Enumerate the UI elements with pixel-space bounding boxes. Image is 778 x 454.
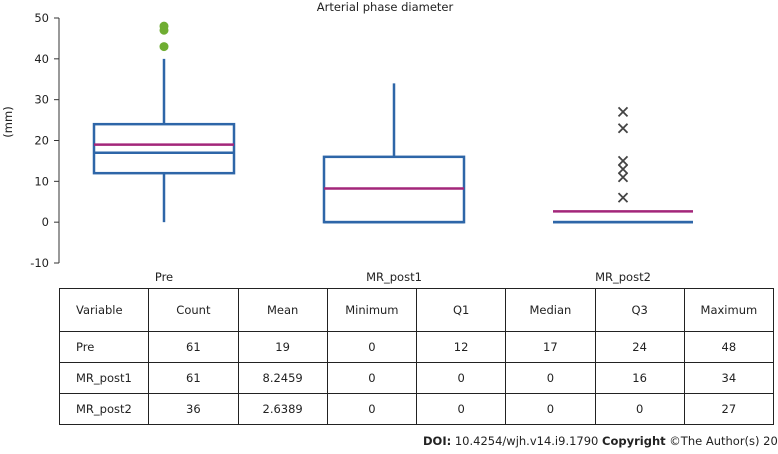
header-maximum: Maximum <box>683 288 775 332</box>
table-cell: 19 <box>237 331 328 363</box>
table-cell: 24 <box>594 331 685 363</box>
table-row: Pre 61 19 0 12 17 24 48 <box>58 331 775 363</box>
y-tick-label: 50 <box>34 11 49 25</box>
x-axis-labels: Pre MR_post1 MR_post2 <box>155 270 651 284</box>
box-mr-post1 <box>322 83 466 224</box>
box-mr-post2 <box>553 106 693 224</box>
table-cell: 0 <box>594 393 685 425</box>
table-cell: 0 <box>415 362 507 394</box>
header-q3: Q3 <box>594 288 685 332</box>
table-header-row: Variable Count Mean Minimum Q1 Median Q3… <box>58 288 775 332</box>
category-label: MR_post1 <box>366 270 422 284</box>
y-tick-label: 40 <box>34 52 49 66</box>
category-label: MR_post2 <box>595 270 651 284</box>
y-axis-label: (mm) <box>1 106 15 137</box>
outlier-point <box>617 163 629 175</box>
table-cell: 0 <box>326 362 418 394</box>
y-tick-label: -10 <box>30 256 49 270</box>
table-cell: 16 <box>594 362 685 394</box>
outlier-point <box>617 172 629 183</box>
table-cell: MR_post2 <box>58 393 150 425</box>
outlier-point <box>159 21 169 31</box>
box-series <box>92 21 693 224</box>
y-tick-label: 30 <box>34 93 49 107</box>
summary-table: Variable Count Mean Minimum Q1 Median Q3… <box>58 288 775 425</box>
y-axis: -10 0 10 20 30 40 50 <box>30 11 60 270</box>
header-median: Median <box>505 288 596 332</box>
table-cell: 17 <box>505 331 596 363</box>
header-variable: Variable <box>58 288 150 332</box>
iqr-box <box>92 122 236 175</box>
doi-value: 10.4254/wjh.v14.i9.1790 <box>454 434 599 448</box>
table-cell: 36 <box>148 393 239 425</box>
table-cell: 61 <box>148 331 239 363</box>
table-cell: 0 <box>505 393 596 425</box>
table-row: MR_post1 61 8.2459 0 0 0 16 34 <box>58 362 775 394</box>
table-cell: 0 <box>326 331 418 363</box>
table-cell: 27 <box>683 393 775 425</box>
table-cell: 0 <box>326 393 418 425</box>
table-cell: 34 <box>683 362 775 394</box>
outlier-point <box>617 123 629 134</box>
table-cell: Pre <box>58 331 150 363</box>
header-minimum: Minimum <box>326 288 418 332</box>
chart-title: Arterial phase diameter <box>317 0 454 14</box>
header-mean: Mean <box>237 288 328 332</box>
table-row: MR_post2 36 2.6389 0 0 0 0 27 <box>58 393 775 425</box>
header-q1: Q1 <box>415 288 507 332</box>
box-plot-chart: Arterial phase diameter (mm) -10 0 10 20 30 4… <box>1 0 693 284</box>
table-cell: 0 <box>505 362 596 394</box>
table-cell: 2.6389 <box>237 393 328 425</box>
y-tick-label: 10 <box>34 174 49 188</box>
outlier-point <box>617 106 629 118</box>
table-cell: 12 <box>415 331 507 363</box>
copyright-label: Copyright <box>602 434 666 448</box>
outlier-point <box>617 155 629 167</box>
table-cell: 61 <box>148 362 239 394</box>
outlier-point <box>617 192 629 203</box>
box-pre <box>92 21 236 223</box>
table-cell: 48 <box>683 331 775 363</box>
y-tick-label: 0 <box>42 215 49 229</box>
y-tick-label: 20 <box>34 134 49 148</box>
table-cell: MR_post1 <box>58 362 150 394</box>
doi-label: DOI: <box>423 434 452 448</box>
table-cell: 0 <box>415 393 507 425</box>
category-label: Pre <box>155 270 173 284</box>
header-count: Count <box>148 288 239 332</box>
credit-line: DOI: 10.4254/wjh.v14.i9.1790 Copyright ©… <box>423 434 778 448</box>
outlier-point <box>159 42 169 52</box>
table-cell: 8.2459 <box>237 362 328 394</box>
copyright-value: ©The Author(s) 2022. <box>669 434 778 448</box>
